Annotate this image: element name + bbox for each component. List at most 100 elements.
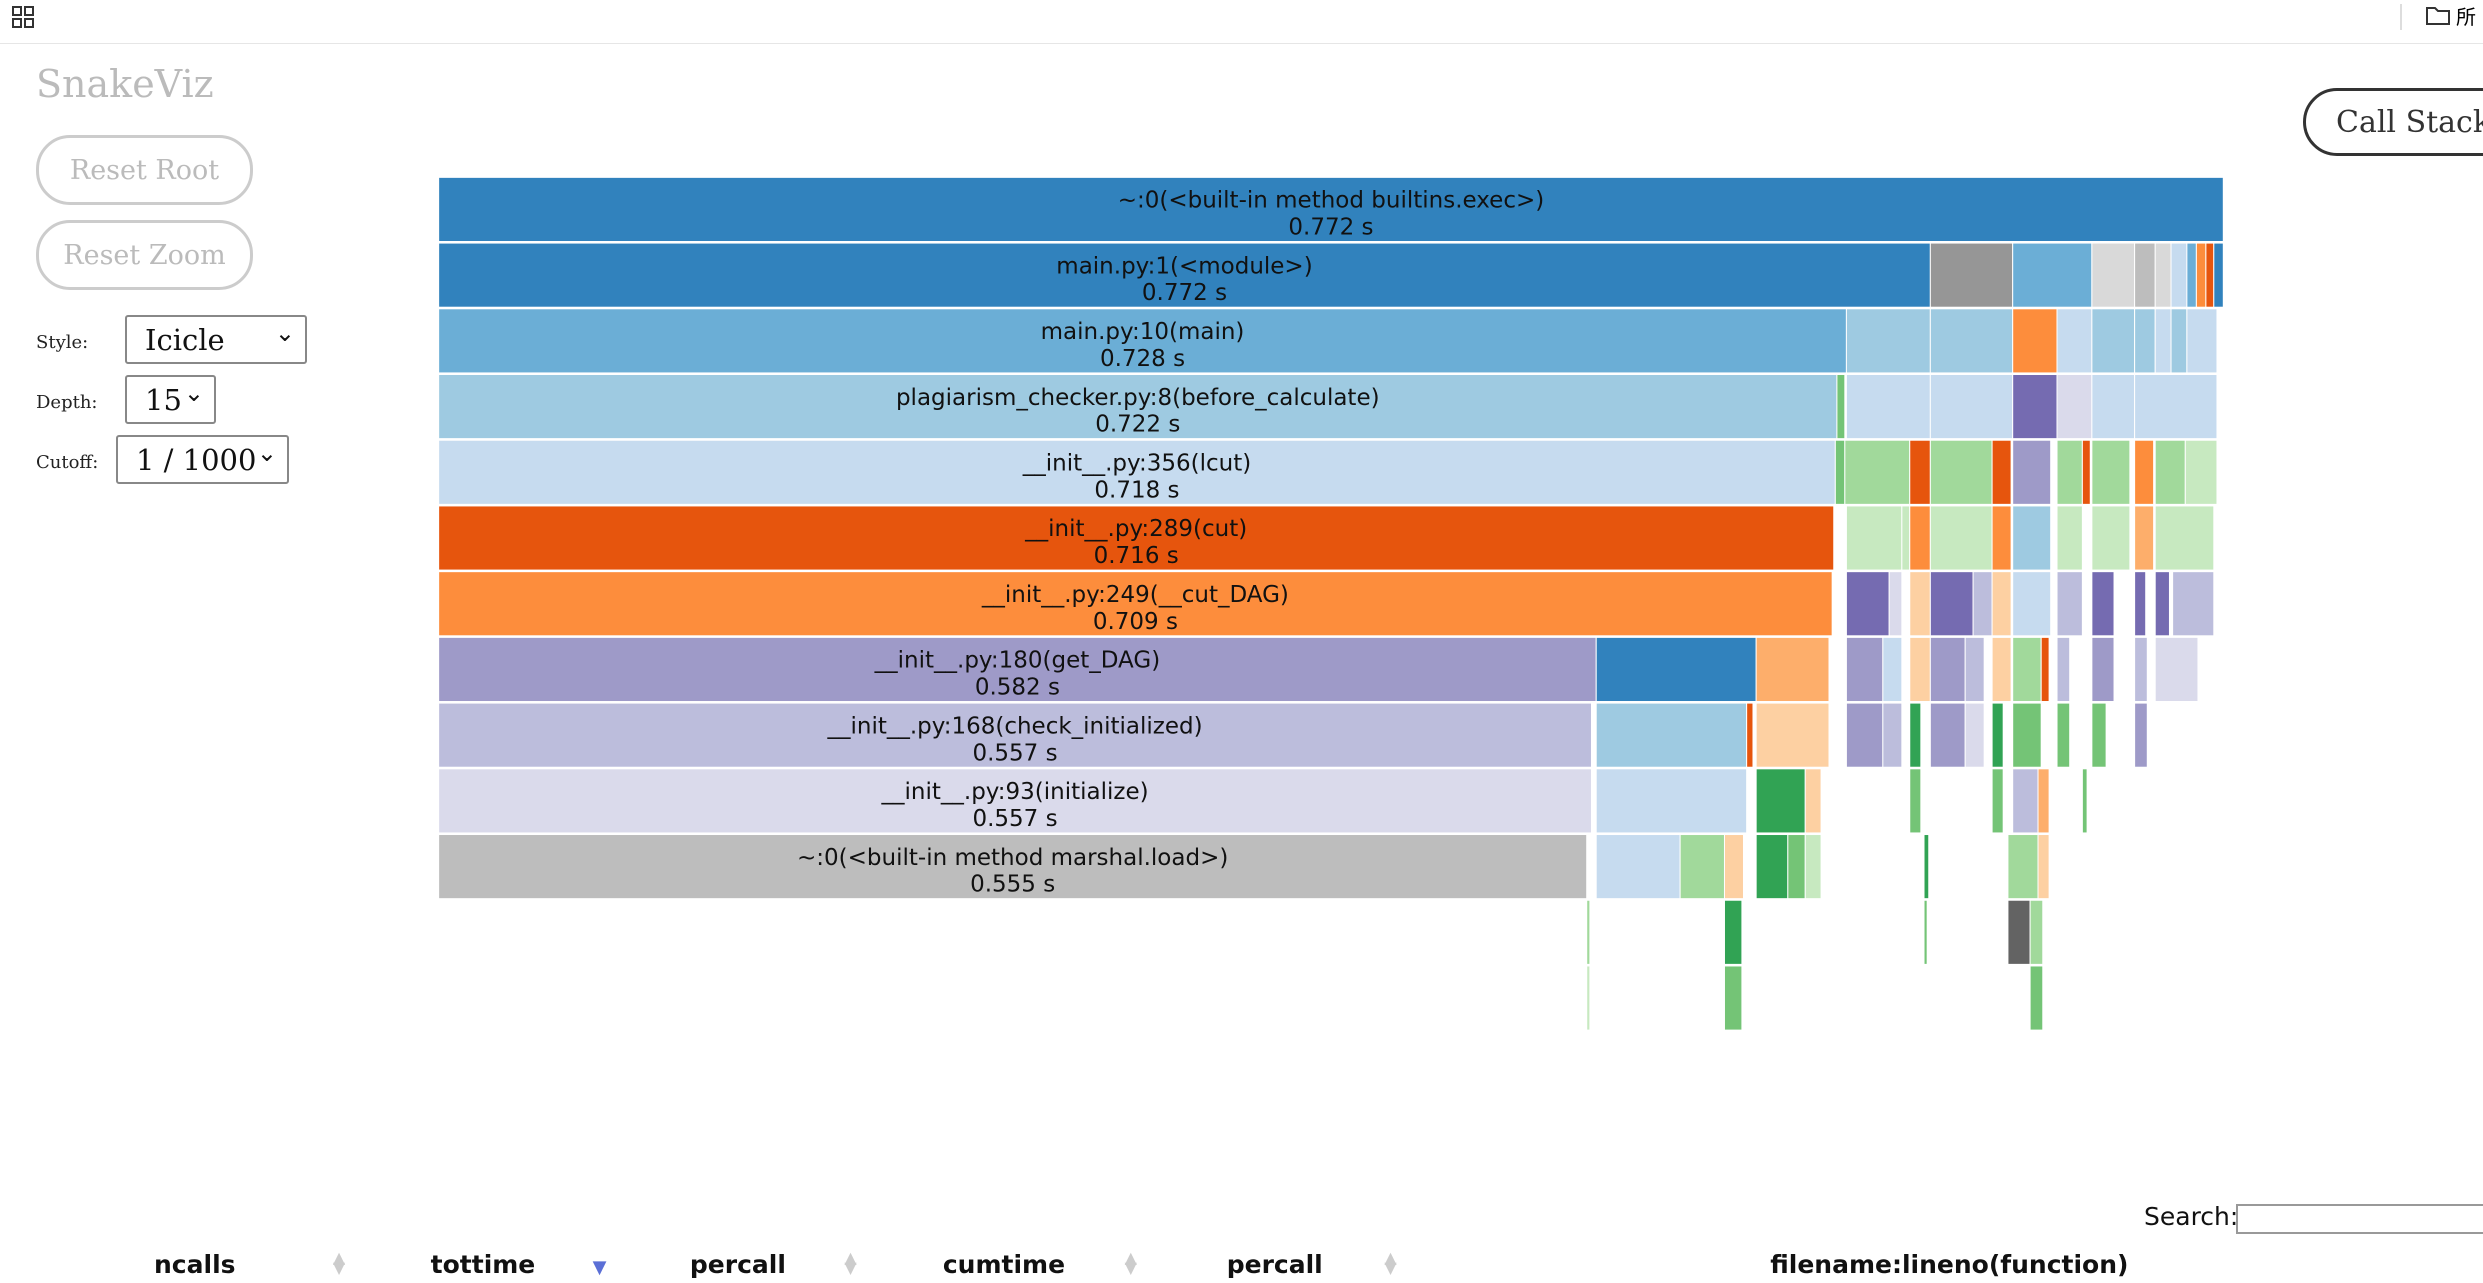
icicle-node-small (1804, 834, 1822, 900)
sort-icon[interactable]: ▲ ▼ (844, 1248, 857, 1277)
icicle-node-small (2154, 505, 2215, 571)
icicle-node[interactable]: plagiarism_checker.py:8(before_calculate… (438, 374, 1838, 440)
node-rect (438, 768, 1592, 834)
icicle-node-small (2012, 242, 2093, 308)
icicle-node-small (2134, 242, 2156, 308)
icicle-node-small (1991, 768, 2004, 834)
style-select[interactable]: Icicle (125, 315, 307, 364)
node-rect (438, 308, 1847, 374)
icicle-node-small (2007, 834, 2039, 900)
icicle-node-small (2091, 505, 2131, 571)
node-label: ~:0(<built-in method builtins.exec>) (1118, 188, 1545, 214)
folder-icon (2426, 7, 2450, 25)
icicle-node-small (1909, 505, 1931, 571)
icicle-node-small (1595, 834, 1681, 900)
icicle-node[interactable]: __init__.py:168(check_initialized)0.557 … (438, 702, 1592, 768)
icicle-node-small (1836, 374, 1846, 440)
icicle-node-small (1991, 505, 2012, 571)
icicle-node-small (1845, 374, 1931, 440)
icicle-node-small (2029, 899, 2044, 965)
icicle-node-small (2012, 636, 2042, 703)
icicle-node-small (1755, 768, 1806, 834)
node-rect (438, 505, 1835, 571)
node-time: 0.557 s (972, 740, 1057, 766)
node-time: 0.582 s (975, 675, 1060, 701)
column-header[interactable]: percall (689, 1250, 786, 1279)
icicle-node-small (2091, 308, 2136, 374)
column-header[interactable]: filename:lineno(function) (1770, 1250, 2129, 1279)
icicle-node[interactable]: main.py:10(main)0.728 s (438, 308, 1847, 374)
icicle-node-small (2154, 242, 2172, 308)
sort-icon[interactable]: ▲ ▼ (1124, 1248, 1137, 1277)
reset-root-button[interactable]: Reset Root (36, 135, 253, 205)
node-time: 0.555 s (970, 872, 1055, 898)
icicle-node[interactable]: ~:0(<built-in method marshal.load>)0.555… (438, 834, 1588, 900)
icicle-node[interactable]: __init__.py:93(initialize)0.557 s (438, 768, 1592, 834)
icicle-node-small (2134, 439, 2155, 505)
icicle-node-small (1845, 571, 1890, 637)
icicle-node[interactable]: __init__.py:249(__cut_DAG)0.709 s (438, 571, 1833, 637)
app-title: SnakeViz (36, 62, 214, 106)
icicle-node-small (1844, 439, 1911, 505)
icicle-node-small (1991, 636, 2012, 703)
icicle-node-small (2195, 242, 2207, 308)
node-time: 0.557 s (972, 806, 1057, 832)
column-header[interactable]: tottime (430, 1250, 536, 1279)
reset-zoom-button[interactable]: Reset Zoom (36, 220, 253, 290)
icicle-node-small (2056, 374, 2093, 440)
icicle-node-small (1909, 702, 1922, 768)
icicle-node-small (1909, 571, 1931, 637)
icicle-node-small (2184, 439, 2218, 505)
icicle-node-small (2213, 242, 2224, 308)
icicle-node-small (1755, 702, 1830, 768)
icicle-node-small (1595, 636, 1757, 703)
folder-label[interactable]: 所 (2456, 5, 2476, 29)
icicle-node-small (1991, 702, 2004, 768)
icicle-node-small (1746, 702, 1754, 768)
icicle-node-small (2134, 571, 2147, 637)
column-header[interactable]: cumtime (942, 1250, 1066, 1279)
icicle-node[interactable]: ~:0(<built-in method builtins.exec>)0.77… (438, 176, 2224, 242)
icicle-node-small (1923, 834, 1930, 900)
depth-select[interactable]: 15 (125, 375, 216, 424)
icicle-node-small (1679, 834, 1725, 900)
icicle-node-small (1787, 834, 1806, 900)
node-label: __init__.py:180(get_DAG) (874, 648, 1161, 674)
icicle-node-small (2154, 439, 2186, 505)
icicle-node[interactable]: __init__.py:356(lcut)0.718 s (438, 439, 1836, 505)
node-label: __init__.py:168(check_initialized) (826, 713, 1202, 739)
column-header[interactable]: percall (1226, 1250, 1323, 1279)
divider (2400, 4, 2402, 30)
sort-icon[interactable]: ▼ (592, 1257, 607, 1278)
cutoff-select[interactable]: 1 / 1000 (116, 435, 289, 484)
cutoff-label: Cutoff: (36, 452, 99, 473)
icicle-node-small (1929, 374, 2014, 440)
node-time: 0.718 s (1094, 477, 1179, 503)
apps-icon[interactable] (10, 4, 36, 30)
node-label: main.py:1(<module>) (1056, 253, 1312, 279)
icicle-node-small (1909, 636, 1931, 703)
icicle-node-small (2172, 571, 2215, 637)
icicle-node[interactable]: __init__.py:180(get_DAG)0.582 s (438, 636, 1597, 703)
icicle-chart: ~:0(<built-in method builtins.exec>)0.77… (438, 176, 2224, 1031)
sort-icon[interactable]: ▲ ▼ (332, 1248, 346, 1277)
column-header[interactable]: ncalls (154, 1250, 236, 1279)
call-stack-button[interactable]: Call Stack (2303, 88, 2483, 156)
search-input[interactable] (2236, 1204, 2483, 1234)
icicle-node-small (2056, 702, 2071, 768)
icicle-node[interactable]: __init__.py:289(cut)0.716 s (438, 505, 1835, 571)
node-rect (438, 636, 1597, 703)
icicle-node-small (2170, 308, 2188, 374)
icicle-node-small (2091, 374, 2136, 440)
icicle-node-small (1929, 439, 1993, 505)
sort-icon[interactable]: ▲ ▼ (1384, 1248, 1397, 1277)
icicle-node-small (2091, 702, 2107, 768)
icicle-node-small (1595, 768, 1748, 834)
icicle-node-small (2037, 768, 2050, 834)
icicle-node[interactable]: main.py:1(<module>)0.772 s (438, 242, 1931, 308)
node-time: 0.709 s (1093, 609, 1178, 635)
icicle-node-small (2040, 636, 2050, 703)
icicle-node-small (1929, 242, 2014, 308)
icicle-node-small (1882, 636, 1903, 703)
icicle-node-small (2134, 505, 2155, 571)
